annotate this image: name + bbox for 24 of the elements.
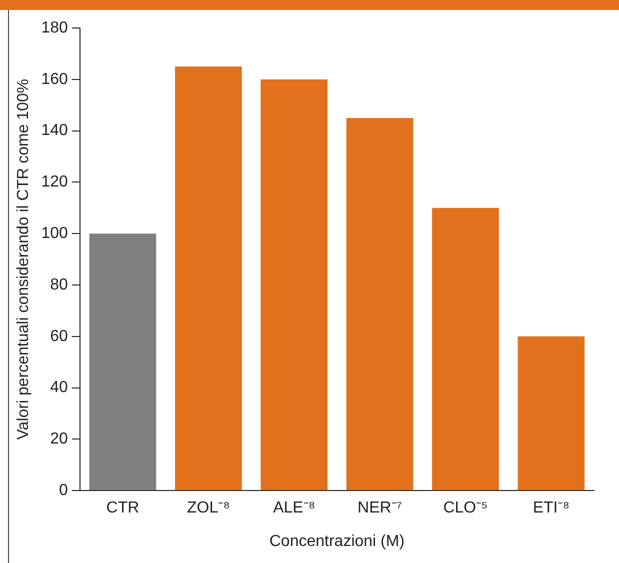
x-tick-label: CTR xyxy=(106,500,140,517)
x-tick-label: ETI⁻⁸ xyxy=(532,500,570,517)
bar xyxy=(175,66,242,490)
bar xyxy=(89,234,156,490)
x-tick-label: NER⁻⁷ xyxy=(358,500,402,517)
y-tick-label: 20 xyxy=(50,430,68,448)
bar xyxy=(518,336,585,490)
y-tick-label: 0 xyxy=(58,482,68,500)
x-axis-title: Concentrazioni (M) xyxy=(269,532,405,550)
y-tick-label: 60 xyxy=(50,328,68,345)
y-tick-label: 40 xyxy=(50,379,68,396)
y-axis-title: Valori percentuali considerando il CTR come 100% xyxy=(15,78,32,440)
x-tick-label: ALE⁻⁸ xyxy=(273,500,316,517)
bar xyxy=(432,208,499,490)
y-tick-label: 80 xyxy=(50,276,68,294)
bar xyxy=(260,79,328,490)
y-tick-label: 100 xyxy=(41,225,68,242)
y-tick-label: 180 xyxy=(41,19,68,36)
y-tick-label: 160 xyxy=(41,70,68,88)
x-tick-label: ZOL⁻⁸ xyxy=(186,500,230,517)
y-tick-label: 120 xyxy=(41,174,68,191)
bar xyxy=(346,118,414,490)
x-tick-label: CLO⁻⁵ xyxy=(443,500,488,517)
y-tick-label: 140 xyxy=(41,122,68,140)
